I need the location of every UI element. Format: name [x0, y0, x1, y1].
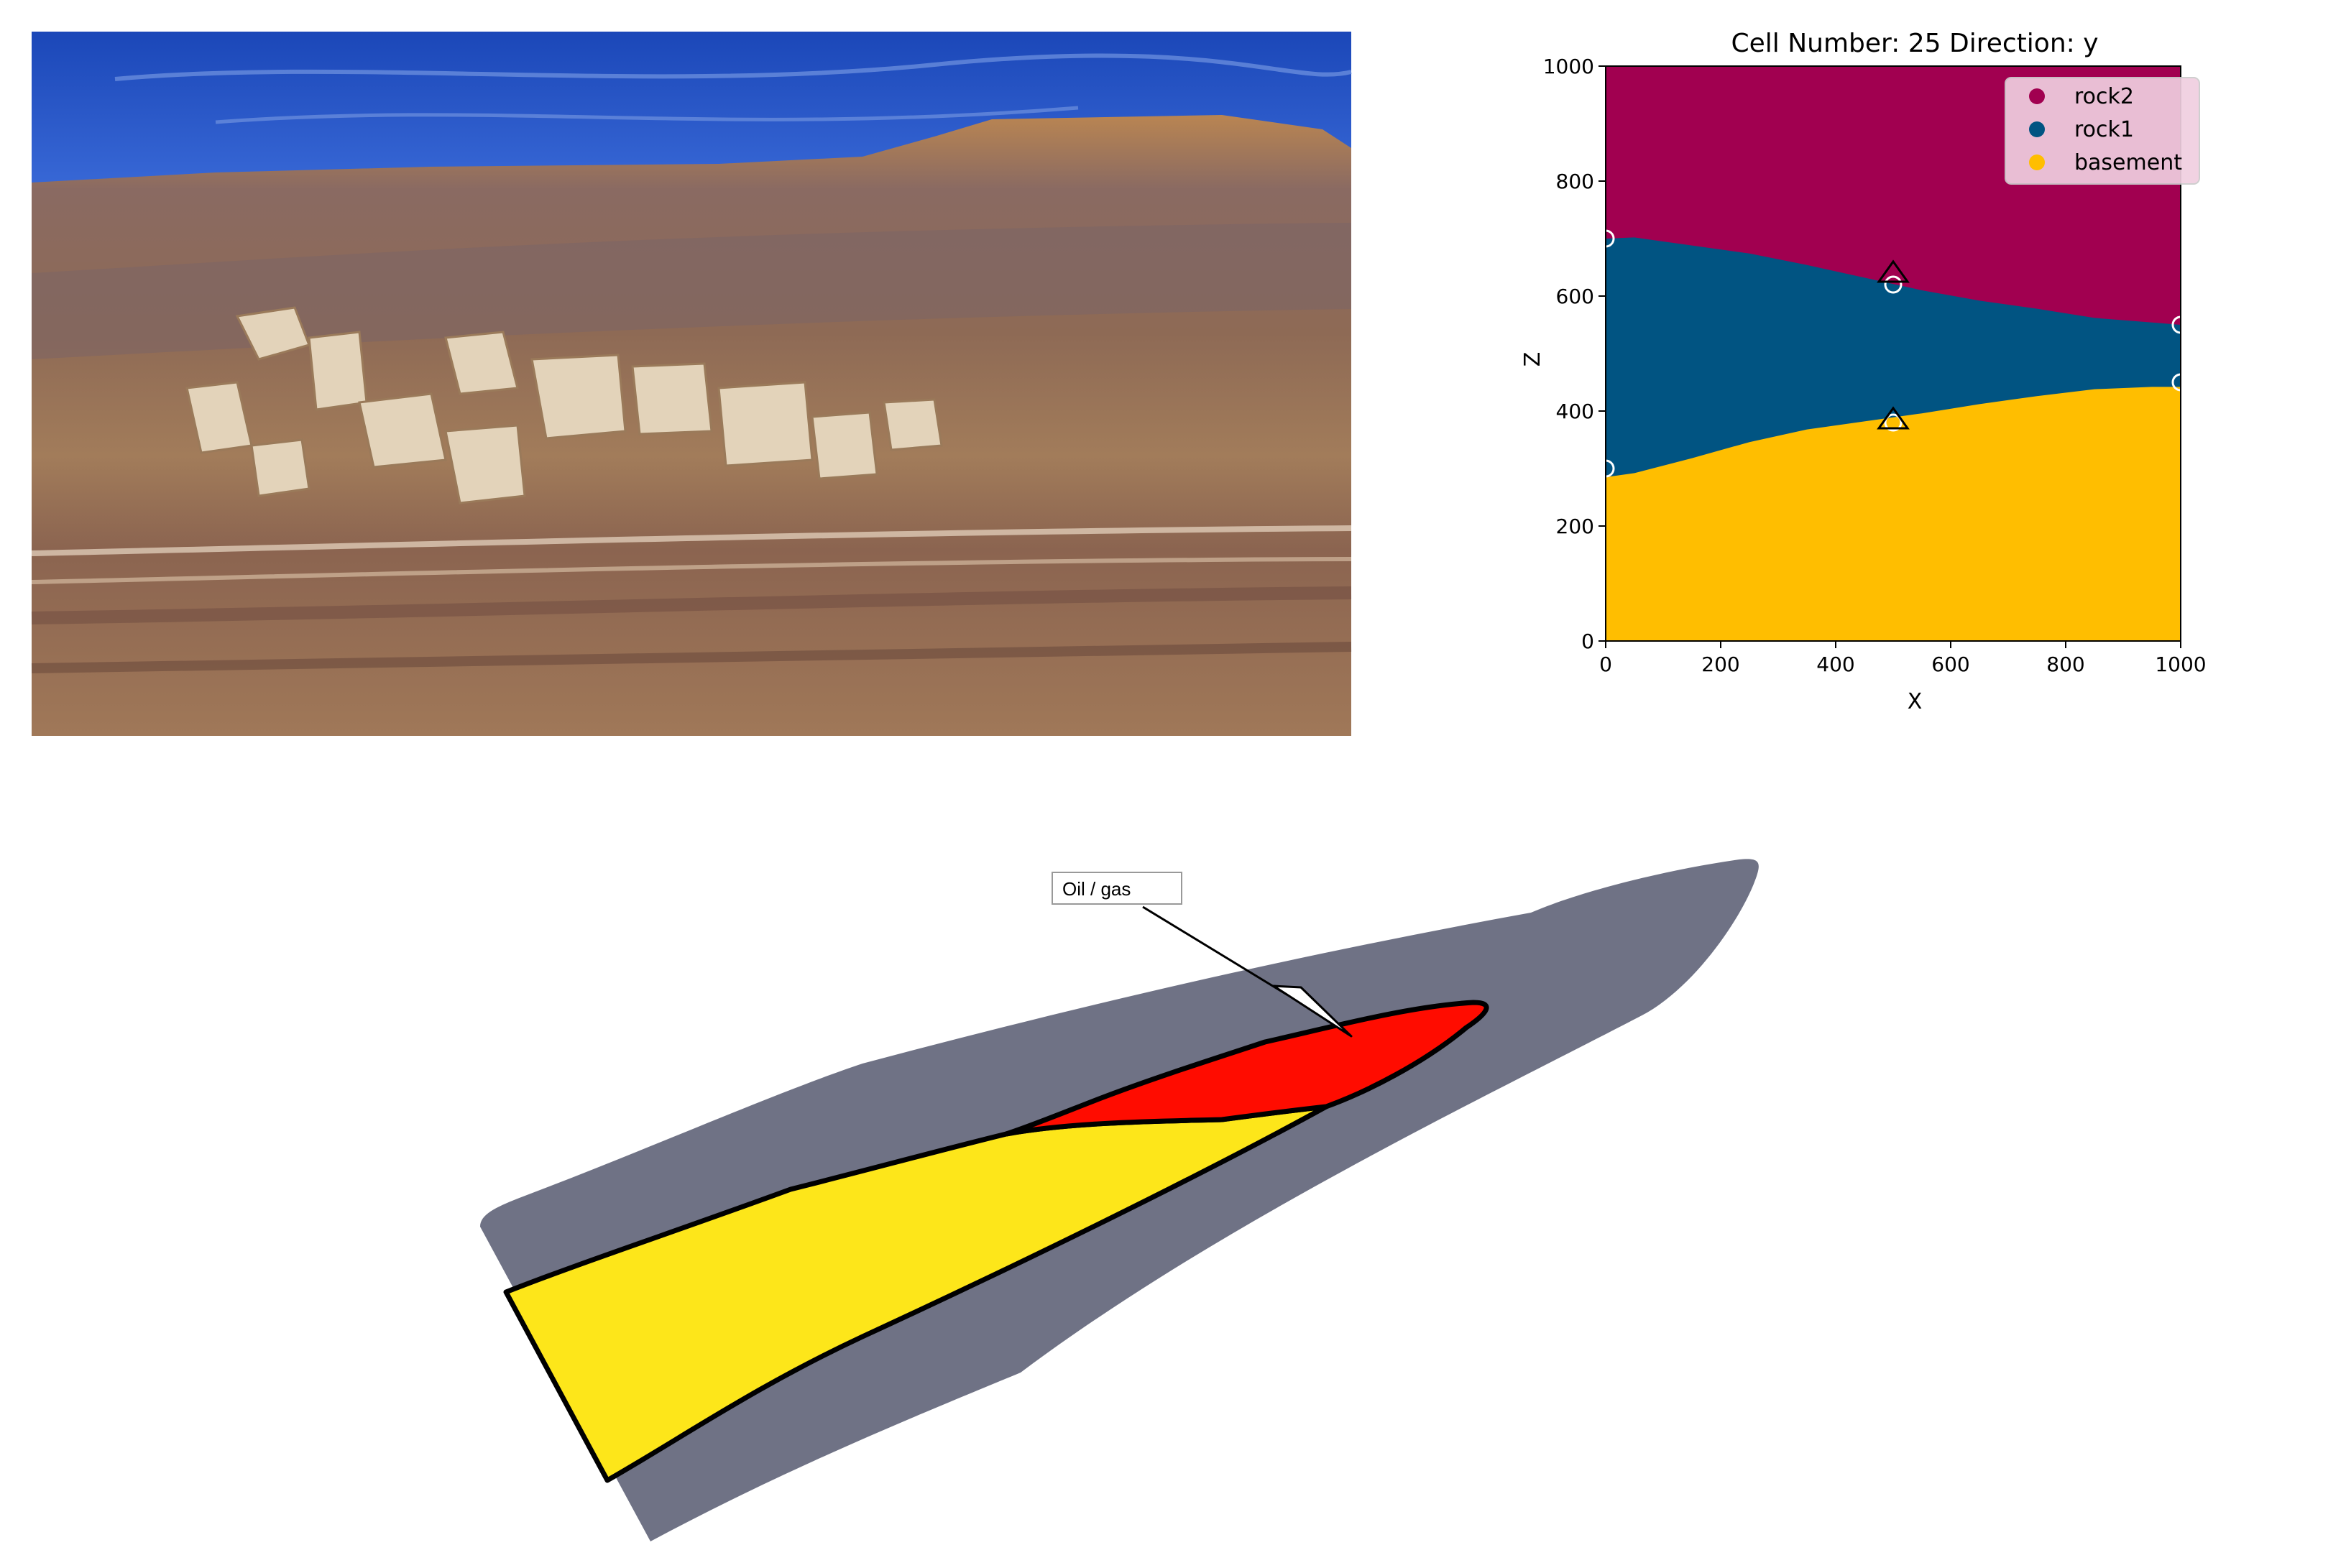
legend-marker-basement — [2029, 155, 2045, 170]
callout-label: Oil / gas — [1062, 878, 1131, 900]
x-axis-label: X — [1908, 689, 1923, 714]
legend-label-basement: basement — [2074, 150, 2182, 175]
oil-gas-trap — [1003, 1000, 1489, 1137]
surface-point-1 — [1884, 275, 1903, 294]
legend-item-basement: basement — [2029, 150, 2182, 175]
chart-axes: 0 200 400 600 800 1000 0 200 400 600 800 1000 — [1543, 55, 2207, 676]
orientation-marker-1 — [1877, 406, 1910, 430]
plot-frame — [1605, 65, 2181, 642]
oil-gas-callout: Oil / gas — [1052, 872, 1353, 1038]
legend-item-rock2: rock2 — [2029, 84, 2134, 109]
chart-plot-area — [1596, 66, 2190, 641]
chart-legend: rock2 rock1 basement — [2005, 77, 2200, 185]
callout-leader-line — [1142, 905, 1289, 997]
y-tick-label-200: 200 — [1556, 515, 1594, 538]
legend-label-rock1: rock1 — [2074, 117, 2134, 142]
x-tick-label-400: 400 — [1816, 652, 1854, 676]
y-axis-label: Z — [1520, 352, 1545, 367]
callout-arrowhead — [1272, 984, 1353, 1038]
y-tick-label-400: 400 — [1556, 400, 1594, 423]
surface-point-4 — [1884, 413, 1903, 432]
y-tick-label-800: 800 — [1556, 170, 1594, 193]
y-tick-label-600: 600 — [1556, 285, 1594, 308]
y-tick-label-1000: 1000 — [1543, 55, 1594, 78]
legend-box — [2005, 77, 2200, 185]
fill-basement — [1606, 387, 2181, 641]
x-tick-label-200: 200 — [1701, 652, 1739, 676]
callout-box — [1052, 872, 1182, 905]
x-tick-label-1000: 1000 — [2155, 652, 2206, 676]
x-tick-label-600: 600 — [1931, 652, 1969, 676]
x-tick-label-800: 800 — [2046, 652, 2084, 676]
x-tick-label-0: 0 — [1599, 652, 1612, 676]
orientation-marker-0 — [1877, 259, 1910, 283]
legend-item-rock1: rock1 — [2029, 117, 2134, 142]
y-tick-label-0: 0 — [1581, 629, 1594, 653]
legend-marker-rock1 — [2029, 121, 2045, 137]
legend-label-rock2: rock2 — [2074, 84, 2134, 109]
chart-title: Cell Number: 25 Direction: y — [1731, 29, 2098, 58]
legend-marker-rock2 — [2029, 88, 2045, 104]
photo-light-blocks — [185, 306, 943, 504]
